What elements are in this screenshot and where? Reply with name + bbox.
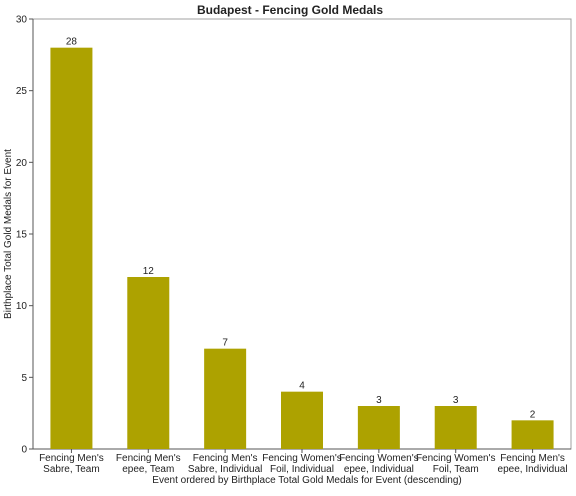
x-category-label: Fencing Men's	[39, 453, 104, 464]
bar	[127, 277, 170, 449]
y-tick-label: 0	[21, 445, 27, 456]
y-tick-label: 5	[21, 373, 27, 384]
bar	[511, 420, 554, 449]
y-tick-label: 20	[16, 158, 28, 169]
x-category-label: Foil, Team	[433, 464, 479, 475]
bars: 28 12 7 4 3 3 2	[50, 37, 554, 450]
x-category-label: Fencing Women's	[416, 453, 496, 464]
bar	[204, 348, 247, 449]
bar	[357, 406, 400, 449]
bar-value-label: 3	[376, 395, 382, 406]
bar-value-label: 7	[222, 338, 228, 349]
chart-title: Budapest - Fencing Gold Medals	[197, 3, 383, 17]
x-category-label: Fencing Women's	[262, 453, 342, 464]
bar-value-label: 4	[299, 381, 305, 392]
x-category-label: Sabre, Individual	[188, 464, 263, 475]
bar-value-label: 12	[143, 266, 155, 277]
y-axis-label: Birthplace Total Gold Medals for Event	[3, 149, 14, 319]
x-category-label: Sabre, Team	[43, 464, 100, 475]
x-category-label: Fencing Men's	[116, 453, 181, 464]
bar-value-label: 2	[530, 409, 536, 420]
bar	[50, 47, 93, 450]
x-category-label: Fencing Men's	[193, 453, 258, 464]
x-category-label: epee, Team	[122, 464, 174, 475]
bar	[281, 391, 323, 449]
x-category-label: Fencing Women's	[339, 453, 419, 464]
x-category-label: epee, Individual	[498, 464, 568, 475]
bar	[434, 406, 477, 449]
bar-value-label: 3	[453, 395, 459, 406]
y-tick-label: 25	[16, 86, 28, 97]
bar-value-label: 28	[66, 37, 78, 48]
x-category-label: Fencing Men's	[500, 453, 565, 464]
x-category-label: epee, Individual	[344, 464, 414, 475]
y-tick-label: 15	[16, 230, 28, 241]
y-tick-label: 30	[16, 15, 28, 26]
x-category-label: Foil, Individual	[270, 464, 334, 475]
y-axis: 0 5 10 15 20 25 30	[16, 15, 33, 456]
x-axis-label: Event ordered by Birthplace Total Gold M…	[152, 475, 461, 486]
y-tick-label: 10	[16, 301, 28, 312]
